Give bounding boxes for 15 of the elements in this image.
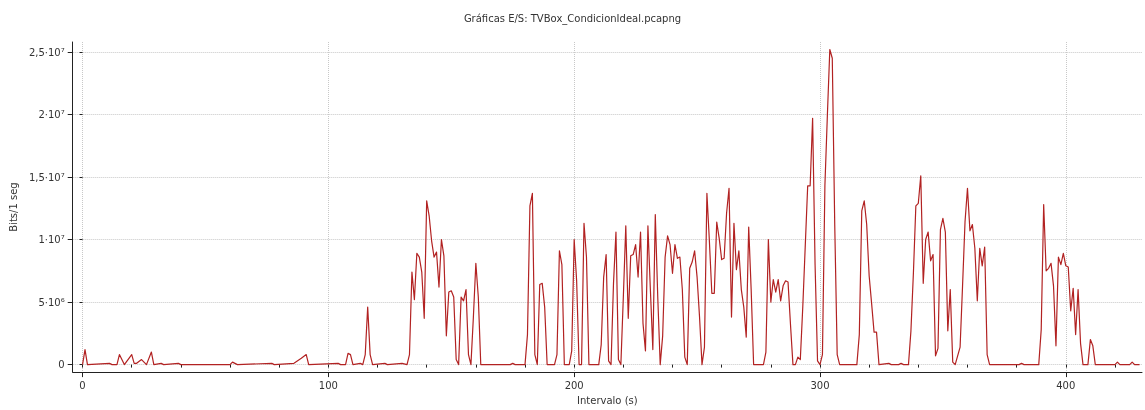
chart-title: Gráficas E/S: TVBox_CondicionIdeal.pcapng — [463, 12, 682, 25]
x-tick-label: 200 — [564, 379, 584, 391]
y-tick-label: 2·10⁷ — [38, 109, 65, 121]
x-tick-label: 100 — [318, 379, 338, 391]
x-axis-title: Intervalo (s) — [577, 394, 638, 406]
x-tick-label: 300 — [810, 379, 830, 391]
line-series — [81, 48, 1141, 366]
y-axis-title: Bits/1 seg — [7, 182, 19, 232]
y-tick-label: 5·10⁶ — [38, 296, 65, 308]
x-tick-label: 0 — [79, 379, 86, 391]
y-tick-label: 2,5·10⁷ — [28, 46, 65, 58]
y-tick-label: 0 — [58, 359, 65, 371]
y-tick-label: 1,5·10⁷ — [28, 171, 65, 183]
x-tick-label: 400 — [1056, 379, 1076, 391]
y-tick-label: 1·10⁷ — [38, 234, 65, 246]
